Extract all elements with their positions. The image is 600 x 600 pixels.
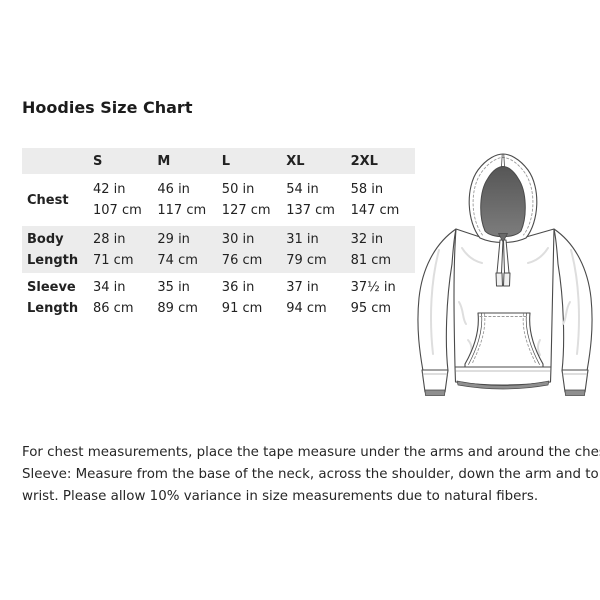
cell-chest-xl: 54 in 137 cm <box>286 182 335 218</box>
column-header-m: M <box>157 153 171 169</box>
cell-sleeve-m: 35 in 89 cm <box>157 280 198 316</box>
cell-chest-l: 50 in 127 cm <box>221 182 271 218</box>
cell-sleeve-s: 34 in 86 cm <box>93 280 134 316</box>
cell-body-m: 29 in 74 cm <box>157 231 198 268</box>
cell-sleeve-l: 36 in 91 cm <box>221 280 263 316</box>
cell-sleeve-2xl: 37½ in 95 cm <box>350 280 396 316</box>
size-chart-table: S M L XL 2XL Chest 42 in 107 cm 46 in 11… <box>22 148 415 323</box>
cell-chest-2xl: 58 in 147 cm <box>350 182 400 218</box>
footer-line: For chest measurements, place the tape m… <box>22 445 600 460</box>
table-row-body-length: Body Length 28 in 71 cm 29 in 74 cm 30 i… <box>22 226 415 273</box>
column-header-2xl: 2XL <box>350 153 378 169</box>
hoodie-line-art-svg <box>417 153 593 396</box>
column-header-s: S <box>93 153 103 169</box>
table-row-sleeve-length: Sleeve Length 34 in 86 cm 35 in 89 cm 36… <box>22 273 415 323</box>
column-header-xl: XL <box>286 153 305 169</box>
cell-body-2xl: 32 in 81 cm <box>350 231 392 268</box>
cell-body-xl: 31 in 79 cm <box>286 231 327 268</box>
cell-body-l: 30 in 76 cm <box>221 231 263 268</box>
page-title: Hoodies Size Chart <box>22 98 193 117</box>
table-header-row: S M L XL 2XL <box>22 148 415 174</box>
hoodie-illustration <box>410 152 600 402</box>
column-header-l: L <box>221 153 231 169</box>
cell-sleeve-xl: 37 in 94 cm <box>286 280 327 316</box>
footer-note: For chest measurements, place the tape m… <box>22 442 600 508</box>
row-label: Body Length <box>27 231 79 268</box>
cell-body-s: 28 in 71 cm <box>93 231 134 268</box>
footer-line: wrist. Please allow 10% variance in size… <box>22 489 539 504</box>
table-row-chest: Chest 42 in 107 cm 46 in 117 cm 50 in 12… <box>22 174 415 226</box>
cell-chest-s: 42 in 107 cm <box>93 182 142 218</box>
row-label: Chest <box>27 192 69 208</box>
cell-chest-m: 46 in 117 cm <box>157 182 207 218</box>
footer-line: Sleeve: Measure from the base of the nec… <box>22 467 600 482</box>
row-label: Sleeve Length <box>27 280 79 316</box>
